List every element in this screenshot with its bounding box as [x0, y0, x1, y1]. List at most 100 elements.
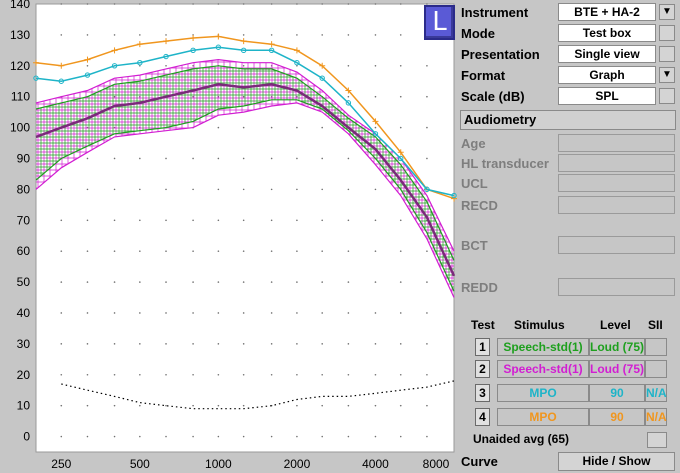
grid-dot: [242, 343, 245, 345]
audiometry-field-label: REDD: [461, 280, 498, 295]
grid-dot: [192, 219, 194, 222]
curve-label: Curve: [461, 454, 498, 469]
grid-dot: [347, 250, 350, 252]
x-tick-label: 2000: [284, 457, 311, 471]
audiometry-field-label: RECD: [461, 198, 498, 213]
audiometry-field-input[interactable]: [558, 134, 675, 152]
y-tick-label: 20: [17, 368, 31, 382]
grid-dot: [165, 312, 167, 314]
toggle-button[interactable]: [659, 46, 675, 62]
grid-dot: [217, 373, 220, 376]
grid-dot: [139, 250, 141, 252]
grid-dot: [139, 281, 141, 283]
audiometry-field-input[interactable]: [558, 154, 675, 172]
test-level[interactable]: Loud (75): [589, 338, 645, 356]
grid-dot: [399, 343, 402, 345]
audiometry-field-label: Age: [461, 136, 486, 151]
grid-dot: [374, 404, 377, 407]
grid-dot: [374, 312, 377, 314]
mpo-point: [345, 87, 352, 94]
audiometry-field-row: RECD: [458, 195, 680, 216]
grid-dot: [270, 34, 273, 36]
test-stimulus[interactable]: Speech-std(1): [497, 360, 589, 378]
level-header: Level: [600, 318, 631, 332]
grid-dot: [242, 281, 245, 283]
mpo-point: [372, 118, 379, 125]
test-level[interactable]: 90: [589, 384, 645, 402]
y-tick-label: 130: [10, 28, 30, 42]
hide-show-button[interactable]: Hide / Show: [558, 452, 675, 471]
grid-dot: [217, 435, 220, 438]
setting-value[interactable]: BTE + HA-2: [558, 3, 656, 21]
audiometry-field-input[interactable]: [558, 196, 675, 214]
grid-dot: [296, 250, 298, 252]
dropdown-arrow-icon[interactable]: ▼: [659, 67, 675, 83]
grid-dot: [270, 435, 273, 438]
audiometry-field-input[interactable]: [558, 174, 675, 192]
dropdown-arrow-icon[interactable]: ▼: [659, 4, 675, 20]
grid-dot: [192, 3, 194, 5]
grid-dot: [86, 219, 89, 222]
test-number-button[interactable]: 2: [475, 360, 490, 378]
mpo-point: [345, 100, 352, 106]
test-stimulus[interactable]: Speech-std(1): [497, 338, 589, 356]
grid-dot: [86, 373, 89, 376]
green-range-band: [36, 65, 454, 292]
grid-dot: [296, 435, 298, 438]
grid-dot: [139, 312, 141, 314]
mpo-point: [163, 38, 170, 45]
test-number-button[interactable]: 3: [475, 384, 490, 402]
grid-dot: [165, 404, 167, 407]
setting-value[interactable]: Test box: [558, 24, 656, 42]
y-tick-label: 10: [17, 399, 31, 413]
grid-dot: [374, 64, 377, 67]
test-row: 2 Speech-std(1) Loud (75): [458, 359, 680, 379]
grid-dot: [321, 373, 323, 376]
mpo-point: [84, 72, 91, 78]
grid-dot: [374, 250, 377, 252]
audiometry-field-label: BCT: [461, 238, 488, 253]
setting-value[interactable]: Single view: [558, 45, 656, 63]
grid-dot: [321, 312, 323, 314]
audiometry-field-input[interactable]: [558, 278, 675, 296]
audiometry-button[interactable]: Audiometry: [460, 110, 676, 130]
grid-dot: [165, 435, 167, 438]
grid-dot: [242, 3, 245, 5]
test-level[interactable]: Loud (75): [589, 360, 645, 378]
grid-dot: [399, 250, 402, 252]
grid-dot: [296, 126, 298, 129]
grid-dot: [347, 34, 350, 36]
mpo-point: [294, 60, 300, 66]
grid-dot: [60, 343, 63, 345]
grid-dot: [217, 219, 220, 222]
grid-dot: [192, 373, 194, 376]
grid-dot: [242, 188, 245, 191]
unaided-avg-toggle[interactable]: [647, 432, 667, 448]
test-number-button[interactable]: 4: [475, 408, 490, 426]
left-ear-badge[interactable]: L: [424, 5, 455, 40]
setting-value[interactable]: Graph: [558, 66, 656, 84]
x-tick-label: 250: [51, 457, 71, 471]
grid-dot: [139, 404, 141, 407]
grid-dot: [86, 3, 89, 5]
test-number-button[interactable]: 1: [475, 338, 490, 356]
toggle-button[interactable]: [659, 25, 675, 41]
grid-dot: [347, 95, 350, 98]
toggle-button[interactable]: [659, 88, 675, 104]
test-stimulus[interactable]: MPO: [497, 384, 589, 402]
test-level[interactable]: 90: [589, 408, 645, 426]
grid-dot: [296, 404, 298, 407]
grid-dot: [113, 404, 116, 407]
grid-dot: [296, 3, 298, 5]
setting-value[interactable]: SPL: [558, 87, 656, 105]
audiometry-field-input[interactable]: [558, 236, 675, 254]
grid-dot: [86, 157, 89, 160]
grid-dot: [347, 157, 350, 160]
mpo-point: [451, 192, 457, 199]
grid-dot: [374, 34, 377, 36]
mpo-point: [190, 47, 196, 54]
grid-dot: [192, 435, 194, 438]
grid-dot: [374, 373, 377, 376]
grid-dot: [296, 373, 298, 376]
test-stimulus[interactable]: MPO: [497, 408, 589, 426]
